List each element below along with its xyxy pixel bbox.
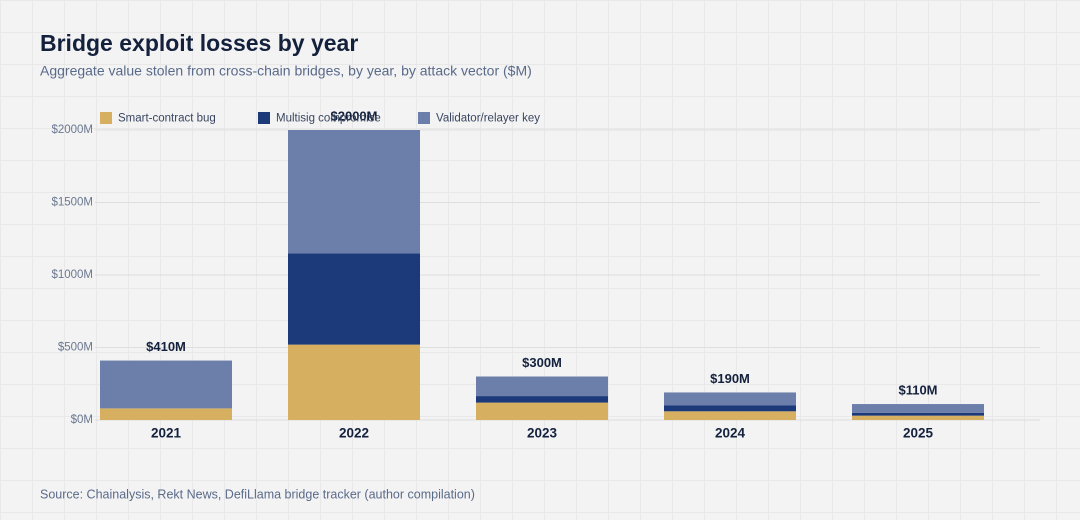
- x-tick-label: 2025: [903, 426, 934, 441]
- bar-segment: [288, 344, 420, 420]
- bar-segment: [288, 130, 420, 254]
- y-tick-label: $2000M: [51, 124, 93, 136]
- bar-segment: [664, 405, 796, 412]
- legend-label: Multisig compromise: [276, 113, 381, 125]
- total-label: $410M: [146, 339, 186, 354]
- chart-title: Bridge exploit losses by year: [40, 30, 358, 56]
- total-label: $110M: [898, 382, 937, 397]
- bar-segment: [288, 253, 420, 345]
- y-tick-label: $0M: [71, 414, 93, 426]
- bar-segment: [476, 376, 608, 397]
- bar-segment: [852, 404, 984, 413]
- bar-segment: [100, 408, 232, 420]
- legend-swatch: [418, 112, 430, 124]
- x-tick-label: 2021: [151, 426, 182, 441]
- x-tick-label: 2023: [527, 426, 558, 441]
- total-label: $2000M: [331, 108, 378, 123]
- bar-segment: [664, 392, 796, 406]
- legend-swatch: [258, 112, 270, 124]
- y-tick-label: $1000M: [51, 269, 93, 281]
- legend-swatch: [100, 112, 112, 124]
- legend-label: Smart-contract bug: [118, 113, 216, 125]
- bar-segment: [476, 402, 608, 420]
- bar-segment: [476, 396, 608, 403]
- bar-segment: [852, 415, 984, 420]
- y-tick-label: $1500M: [51, 197, 93, 209]
- bar-segment: [852, 412, 984, 416]
- y-tick-label: $500M: [58, 342, 93, 354]
- bar-segment: [100, 360, 232, 409]
- total-label: $300M: [522, 355, 562, 370]
- source-note: Source: Chainalysis, Rekt News, DefiLlam…: [40, 487, 475, 501]
- x-tick-label: 2022: [339, 426, 369, 441]
- chart-subtitle: Aggregate value stolen from cross-chain …: [40, 63, 532, 79]
- bar-segment: [664, 411, 796, 420]
- total-label: $190M: [710, 371, 750, 386]
- x-tick-label: 2024: [715, 426, 746, 441]
- legend-label: Validator/relayer key: [436, 113, 540, 125]
